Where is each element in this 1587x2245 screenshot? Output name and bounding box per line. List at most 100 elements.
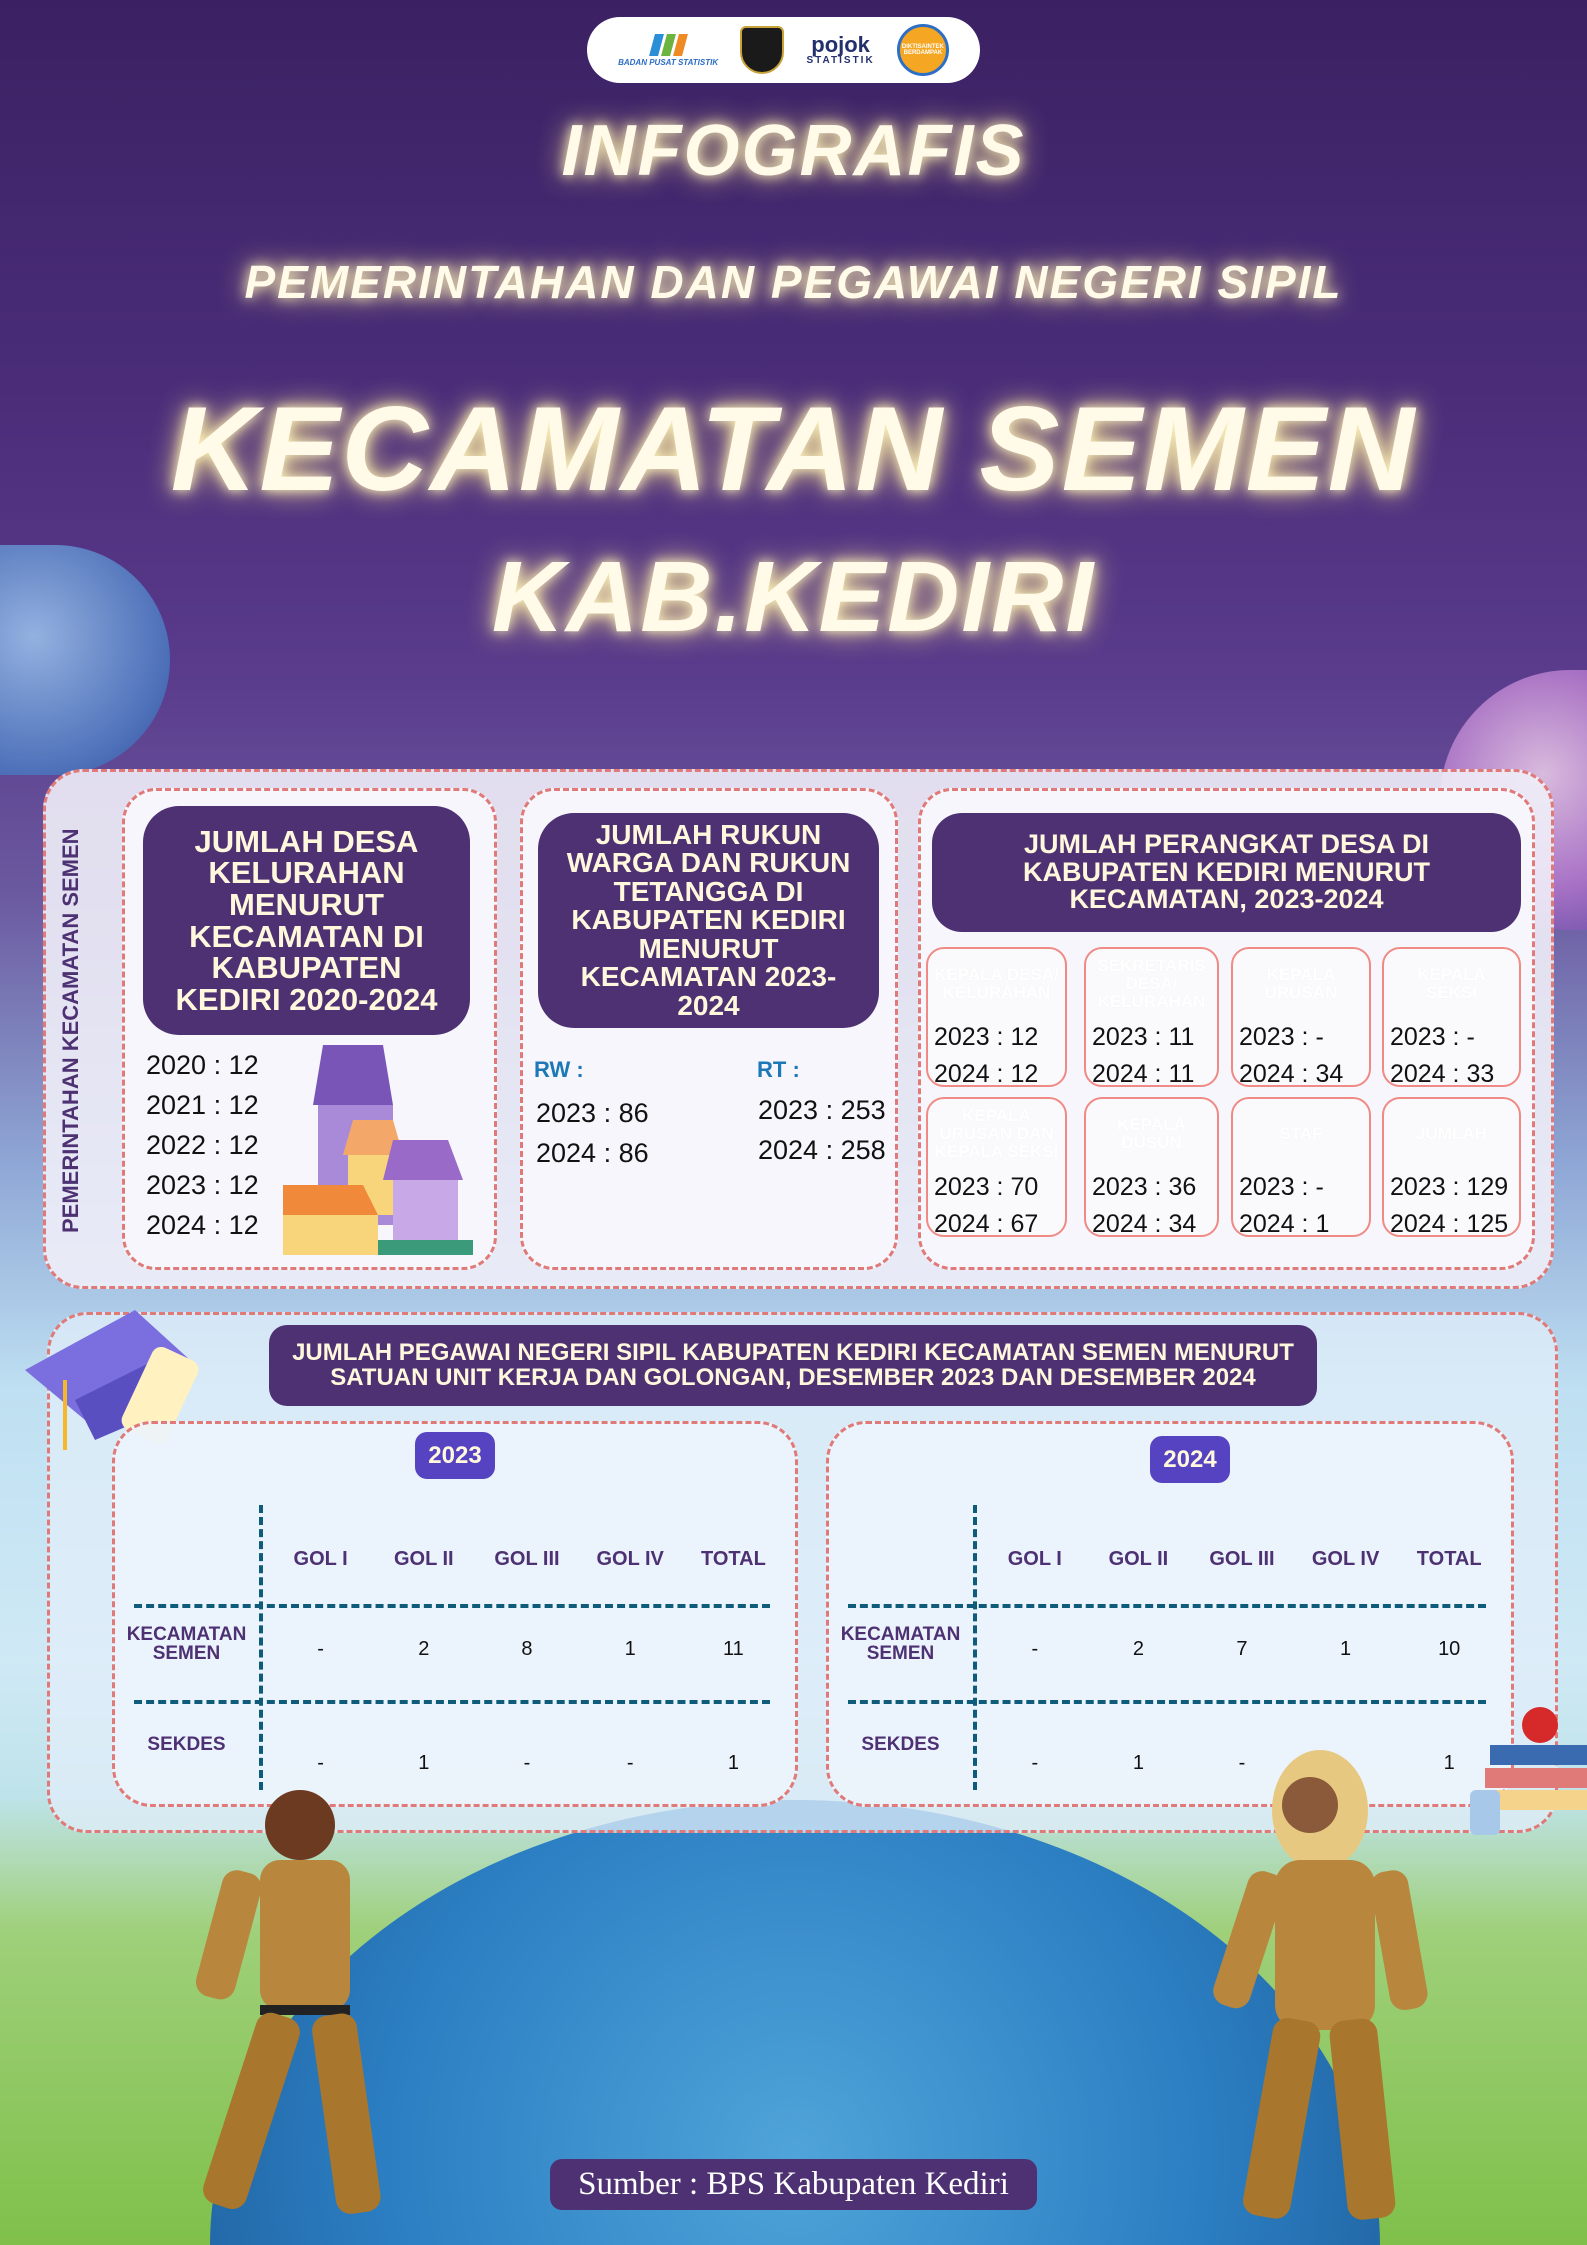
graduation-cap-icon — [25, 1310, 199, 1450]
perangkat-item-label: KEPALA DESA/ KELURAHAN — [934, 965, 1059, 1002]
desa-year-item: 2024 : 12 — [146, 1210, 259, 1240]
perangkat-item-label: KEPALA URUSAN — [1264, 965, 1338, 1002]
perangkat-item-2023: 2023 : 11 — [1092, 1023, 1195, 1051]
year-badge: 2024 — [1150, 1436, 1230, 1483]
rw-2023: 2023 : 86 — [536, 1098, 649, 1128]
pojok-statistik-logo: pojok STATISTIK — [806, 32, 875, 66]
perangkat-item-2024: 2024 : 1 — [1239, 1210, 1330, 1238]
table-cell: 1 — [1340, 1638, 1352, 1660]
table-cell: - — [317, 1638, 324, 1660]
pns-table-2023 — [112, 1421, 798, 1807]
perangkat-item-2023: 2023 : 70 — [934, 1173, 1039, 1201]
table-cell: - — [1031, 1638, 1039, 1660]
perangkat-item-label: KEPALA DUSUN — [1117, 1115, 1186, 1152]
perangkat-item: KEPALA URUSAN 2023 : - 2024 : 34 — [1231, 947, 1371, 1088]
pns-table-2024 — [826, 1421, 1514, 1807]
perangkat-item: KEPALA DUSUN 2023 : 36 2024 : 34 — [1084, 1097, 1219, 1238]
perangkat-item-2023: 2023 : 12 — [934, 1023, 1039, 1051]
table-cell: - — [523, 1752, 531, 1774]
table-divider-vertical — [259, 1505, 263, 1790]
rw-label: RW : — [534, 1057, 584, 1082]
table-divider-horizontal — [848, 1700, 1486, 1704]
perangkat-item-2023: 2023 : - — [1390, 1023, 1475, 1051]
diktisaintek-logo: DIKTISAINTEK BERDAMPAK — [896, 24, 949, 76]
perangkat-item: SEKRETARIS DESA/ KELURAHAN 2023 : 11 2024 … — [1084, 947, 1219, 1088]
perangkat-item-label: KEPALA URUSAN DAN KEPALA SEKSI — [934, 1106, 1059, 1161]
logo-bar: BADAN PUSAT STATISTIK pojok STATISTIK DIK… — [587, 17, 980, 83]
perangkat-item-label: KEPALA SEKSI — [1417, 965, 1486, 1002]
rt-label: RT : — [757, 1057, 800, 1082]
pns-title: JUMLAH PEGAWAI NEGERI SIPIL KABUPATEN KE… — [269, 1325, 1317, 1406]
perangkat-item-2024: 2024 : 12 — [934, 1060, 1039, 1088]
perangkat-item-label: JUMLAH — [1416, 1124, 1487, 1144]
perangkat-item-2023: 2023 : 129 — [1390, 1173, 1509, 1201]
column-header: GOL IV — [1311, 1548, 1380, 1570]
year-badge: 2023 — [415, 1432, 495, 1479]
table-divider-vertical — [973, 1505, 977, 1790]
table-cell: 1 — [1443, 1752, 1455, 1774]
perangkat-item-2024: 2024 : 33 — [1390, 1060, 1495, 1088]
desa-year-item: 2022 : 12 — [146, 1130, 259, 1160]
table-cell: - — [317, 1752, 324, 1774]
desa-list: 2020 : 12 2021 : 12 2022 : 12 2023 : 12 2024… — [146, 1045, 259, 1245]
column-header: TOTAL — [1416, 1548, 1482, 1570]
column-header: GOL IV — [596, 1548, 664, 1570]
table-cell: - — [1031, 1752, 1039, 1774]
table-cell: 2 — [418, 1638, 430, 1660]
row-header: KECAMATAN SEMEN — [126, 1624, 247, 1664]
column-header: GOL II — [1108, 1548, 1169, 1570]
perangkat-item: KEPALA DESA/ KELURAHAN 2023 : 12 2024 : 12 — [926, 947, 1067, 1088]
title-infografis: INFOGRAFIS — [561, 111, 1026, 191]
male-civil-servant-illustration — [195, 1790, 381, 2214]
rt-2024: 2024 : 258 — [758, 1135, 886, 1165]
perangkat-item-2024: 2024 : 125 — [1390, 1210, 1509, 1238]
column-header: GOL III — [494, 1548, 560, 1570]
rw-2024: 2024 : 86 — [536, 1138, 649, 1168]
column-header: GOL I — [1007, 1548, 1062, 1570]
perangkat-item-2023: 2023 : - — [1239, 1023, 1324, 1051]
table-cell: 8 — [521, 1638, 533, 1660]
bps-logo: BADAN PUSAT STATISTIK — [618, 33, 718, 67]
perangkat-item-2024: 2024 : 11 — [1092, 1060, 1195, 1088]
books-illustration — [1470, 1707, 1587, 1835]
table-divider-horizontal — [134, 1700, 770, 1704]
column-header: GOL III — [1209, 1548, 1275, 1570]
desa-title: JUMLAH DESA KELURAHAN MENURUT KECAMATAN … — [143, 806, 470, 1035]
house-illustration — [283, 1045, 473, 1255]
desa-year-item: 2021 : 12 — [146, 1090, 259, 1120]
rw-rt-title: JUMLAH RUKUN WARGA DAN RUKUN TETANGGA DI… — [538, 813, 879, 1028]
perangkat-item: KEPALA SEKSI 2023 : - 2024 : 33 — [1382, 947, 1521, 1088]
table-cell: 1 — [1132, 1752, 1144, 1774]
row-header: SEKDES — [861, 1734, 940, 1755]
column-header: TOTAL — [700, 1548, 766, 1570]
title-kabupaten: KAB.KEDIRI — [491, 541, 1096, 653]
perangkat-item-2024: 2024 : 67 — [934, 1210, 1039, 1238]
table-cell: 10 — [1438, 1638, 1461, 1660]
uniska-logo — [740, 26, 785, 74]
title-subject: PEMERINTAHAN DAN PEGAWAI NEGERI SIPIL — [244, 256, 1343, 308]
table-cell: 1 — [418, 1752, 430, 1774]
table-cell: 11 — [723, 1638, 744, 1660]
table-cell: - — [1238, 1752, 1246, 1774]
table-cell: - — [626, 1752, 634, 1774]
column-header: GOL II — [393, 1548, 454, 1570]
perangkat-item-2024: 2024 : 34 — [1239, 1060, 1344, 1088]
table-cell: 2 — [1132, 1638, 1144, 1660]
perangkat-item-2023: 2023 : - — [1239, 1173, 1324, 1201]
column-header: GOL I — [293, 1548, 348, 1570]
row-header: KECAMATAN SEMEN — [840, 1624, 961, 1664]
row-header: SEKDES — [147, 1734, 226, 1755]
perangkat-item-2024: 2024 : 34 — [1092, 1210, 1197, 1238]
table-cell: 1 — [624, 1638, 636, 1660]
table-divider-horizontal — [134, 1604, 770, 1608]
perangkat-item-2023: 2023 : 36 — [1092, 1173, 1197, 1201]
perangkat-item: STAF 2023 : - 2024 : 1 — [1231, 1097, 1371, 1238]
female-civil-servant-illustration — [1213, 1750, 1428, 2220]
title-kecamatan: KECAMATAN SEMEN — [170, 382, 1417, 516]
table-cell: 1 — [727, 1752, 739, 1774]
perangkat-item: KEPALA URUSAN DAN KEPALA SEKSI 2023 : 70 2… — [926, 1097, 1067, 1238]
perangkat-title: JUMLAH PERANGKAT DESA DI KABUPATEN KEDIR… — [932, 813, 1521, 932]
rt-2023: 2023 : 253 — [758, 1095, 886, 1125]
perangkat-item: JUMLAH 2023 : 129 2024 : 125 — [1382, 1097, 1521, 1238]
perangkat-item-label: STAF — [1279, 1124, 1323, 1144]
